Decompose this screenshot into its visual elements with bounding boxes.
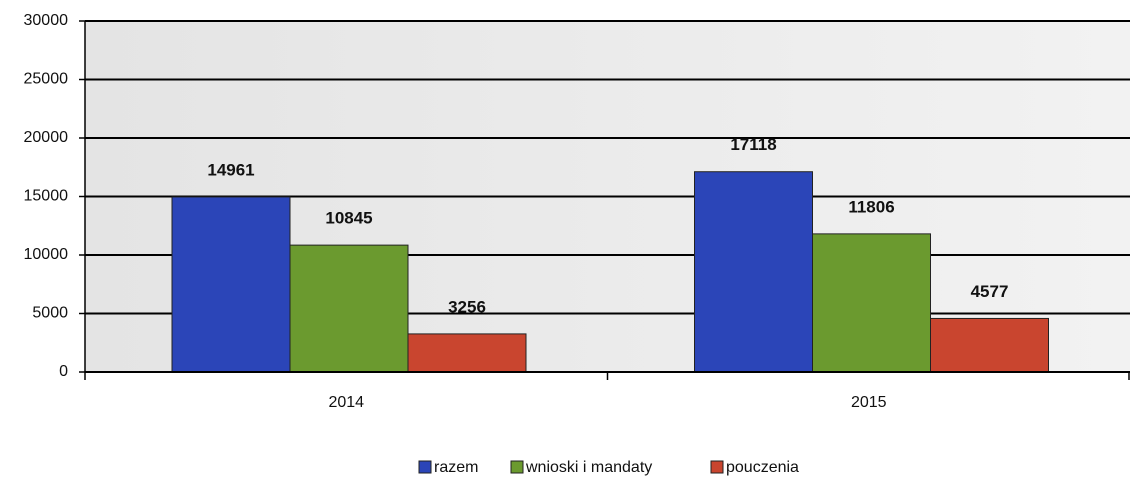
data-label: 3256 (448, 297, 486, 316)
data-label: 11806 (848, 197, 894, 216)
y-tick-label: 30000 (24, 12, 69, 29)
legend-swatch (418, 460, 432, 474)
y-tick-label: 15000 (24, 188, 69, 205)
legend-swatch (510, 460, 524, 474)
bar (289, 244, 409, 373)
legend-label: pouczenia (726, 459, 799, 476)
data-label: 4577 (971, 282, 1009, 301)
y-tick-label: 20000 (24, 129, 69, 146)
data-label: 14961 (207, 160, 254, 179)
y-tick-label: 5000 (32, 305, 68, 322)
data-label: 17118 (730, 135, 776, 154)
x-tick-label: 2014 (328, 394, 364, 411)
legend-label: wnioski i mandaty (525, 459, 652, 476)
legend-label: razem (434, 459, 478, 476)
bar (171, 196, 291, 373)
bar (930, 317, 1049, 373)
y-tick-label: 25000 (24, 71, 69, 88)
bar (812, 233, 931, 373)
x-tick-label: 2015 (851, 394, 887, 411)
y-tick-label: 0 (59, 363, 68, 380)
bar (407, 333, 527, 373)
legend-swatch (710, 460, 724, 474)
data-label: 10845 (325, 209, 372, 228)
bar (694, 171, 813, 373)
y-tick-label: 10000 (24, 246, 69, 263)
